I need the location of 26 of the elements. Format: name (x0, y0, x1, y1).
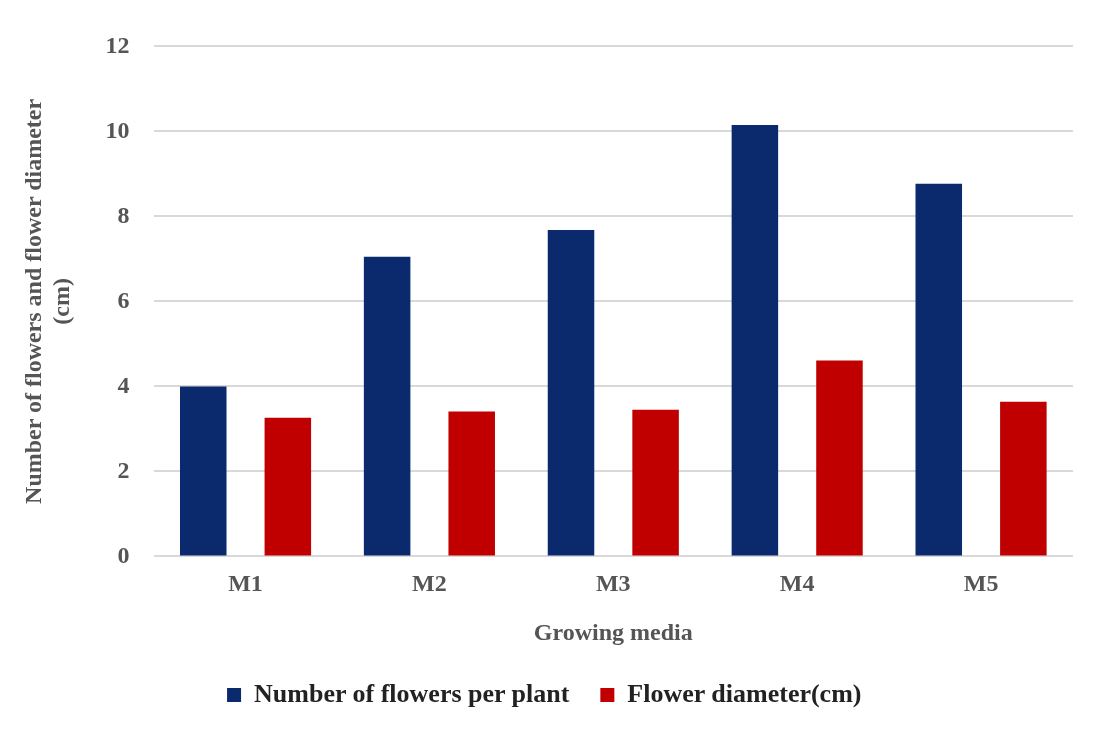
bar (915, 183, 963, 556)
bar (632, 409, 679, 556)
y-tick-label: 8 (117, 201, 130, 228)
bar (1000, 401, 1047, 556)
y-axis-title: Number of flowers and flower diameter (cm) (19, 98, 75, 504)
legend-label: Flower diameter(cm) (627, 678, 862, 708)
bar (547, 230, 595, 556)
legend-label: Number of flowers per plant (254, 678, 570, 708)
bar (363, 256, 411, 556)
x-tick-label: M3 (595, 570, 631, 596)
bar (731, 125, 779, 556)
x-tick-label: M1 (228, 570, 263, 596)
bar (179, 386, 227, 556)
y-tick-label: 12 (105, 31, 130, 58)
x-axis-title: Growing media (533, 618, 693, 645)
y-tick-label: 10 (105, 116, 130, 143)
y-tick-label: 0 (117, 541, 130, 568)
y-tick-label: 2 (117, 456, 130, 483)
bar (264, 417, 312, 556)
x-tick-label: M2 (412, 570, 447, 596)
bar (816, 360, 863, 556)
x-tick-label: M4 (779, 570, 815, 596)
y-tick-label: 6 (117, 286, 130, 313)
bar (448, 411, 495, 556)
y-tick-label: 4 (117, 371, 130, 398)
x-tick-label: M5 (963, 570, 999, 596)
